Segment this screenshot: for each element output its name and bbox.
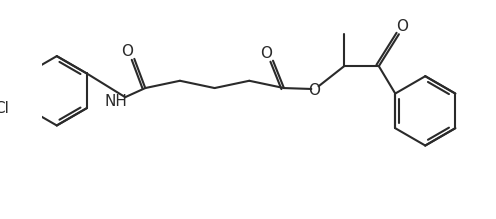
Text: O: O	[396, 19, 409, 34]
Text: O: O	[260, 46, 272, 61]
Text: NH: NH	[105, 94, 127, 109]
Text: O: O	[121, 44, 133, 59]
Text: O: O	[308, 83, 320, 98]
Text: Cl: Cl	[0, 101, 8, 116]
